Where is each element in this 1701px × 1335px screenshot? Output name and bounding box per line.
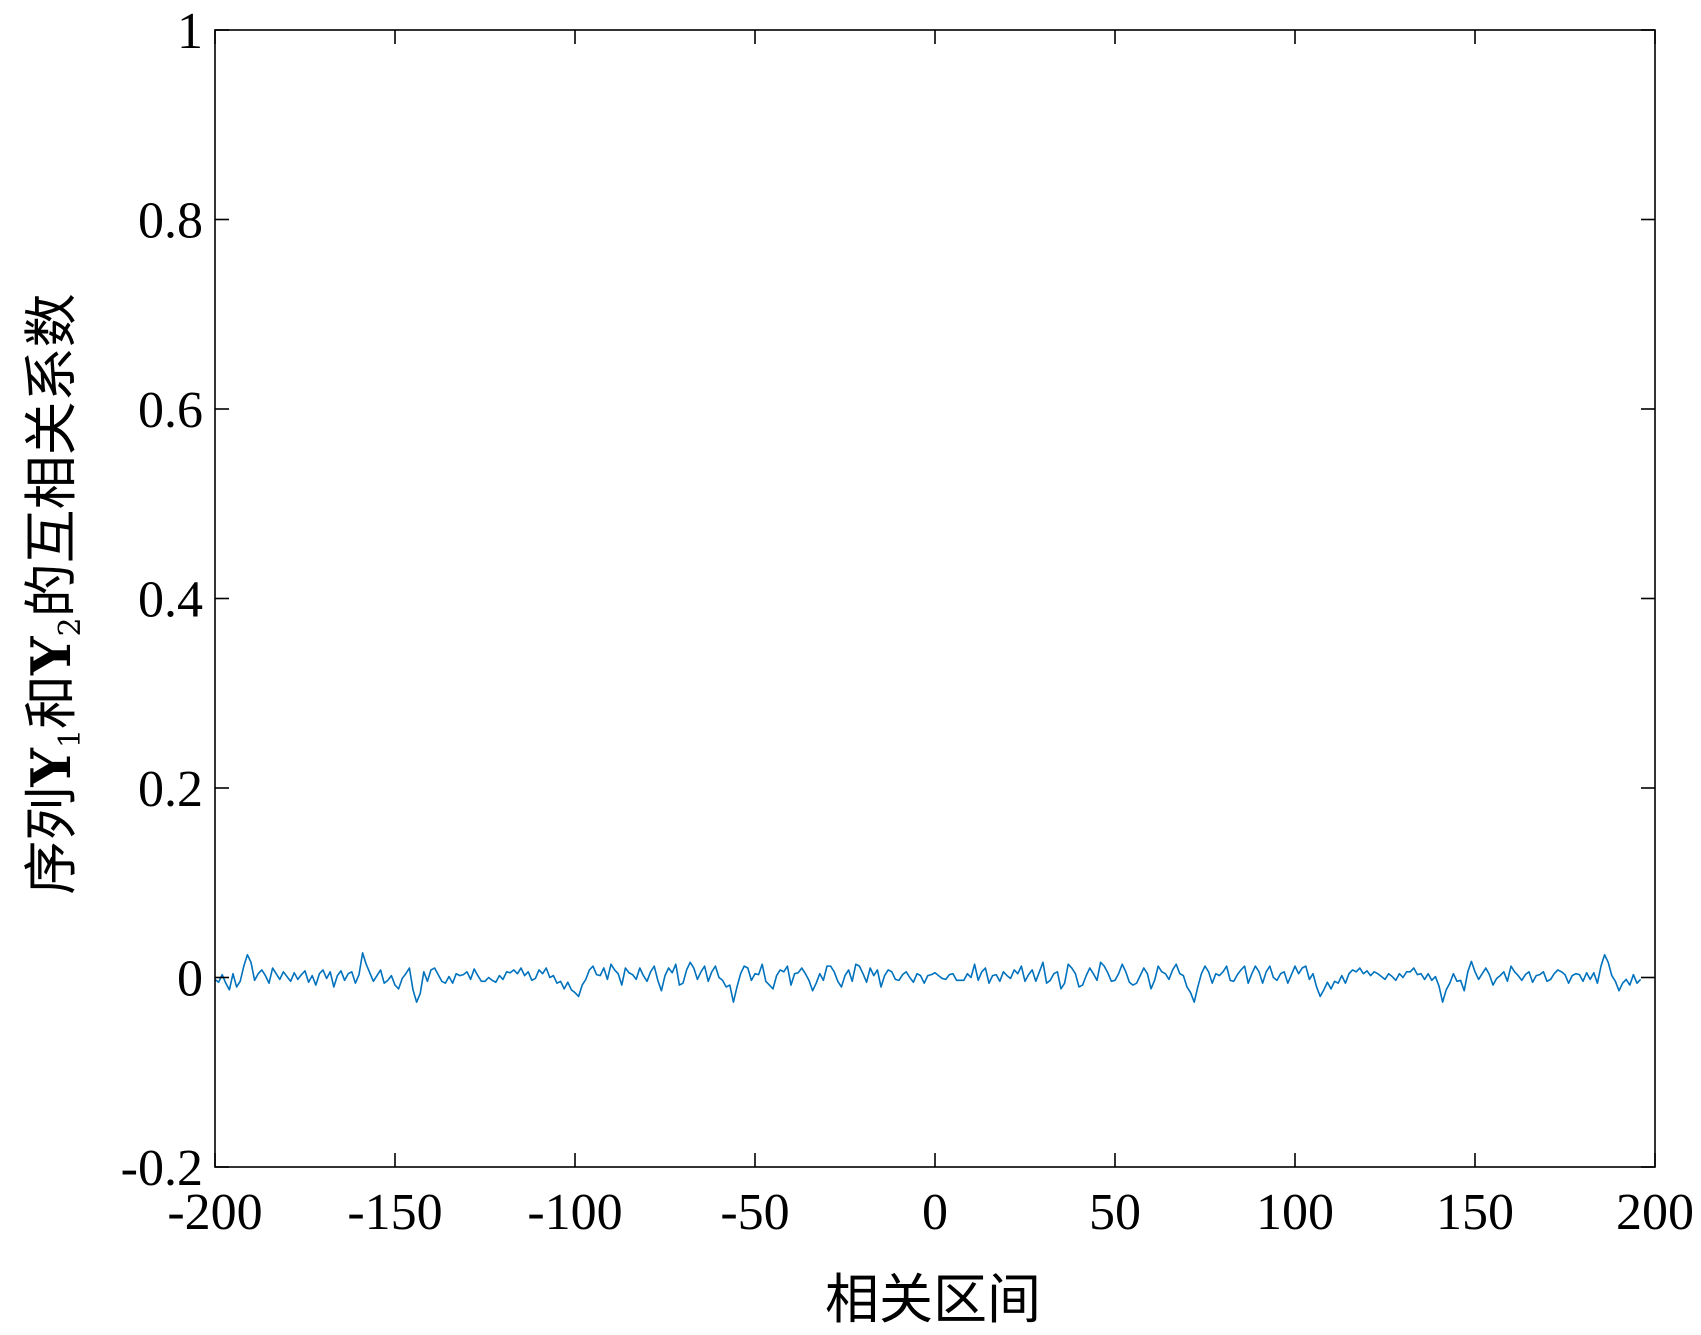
svg-text:序列Y1和Y2的互相关系数: 序列Y1和Y2的互相关系数 bbox=[19, 293, 88, 894]
y-tick-label: 0.4 bbox=[138, 572, 203, 629]
y-axis-title-part-3: 1 bbox=[53, 729, 88, 748]
y-axis-title-part-4: 和 bbox=[20, 675, 83, 729]
y-axis-title-part-5: Y bbox=[19, 635, 83, 676]
x-tick-label: 100 bbox=[1256, 1184, 1334, 1241]
x-tick-label: 150 bbox=[1436, 1184, 1514, 1241]
y-axis-title-part-1: 序列 bbox=[20, 787, 83, 895]
x-tick-label: 50 bbox=[1089, 1184, 1141, 1241]
x-tick-label: 200 bbox=[1616, 1184, 1694, 1241]
x-axis-title: 相关区间 bbox=[825, 1268, 1041, 1331]
plot-frame bbox=[214, 29, 1656, 1168]
y-tick-label: 0.2 bbox=[138, 761, 203, 818]
y-tick-label: 1 bbox=[177, 3, 203, 60]
y-axis-title-part-2: Y bbox=[19, 747, 83, 788]
y-tick-label: 0 bbox=[177, 951, 203, 1008]
x-tick-label: -50 bbox=[720, 1184, 789, 1241]
x-tick-label: 0 bbox=[922, 1184, 948, 1241]
y-axis-title-part-6: 2 bbox=[53, 617, 88, 636]
x-tick-label: -100 bbox=[527, 1184, 622, 1241]
y-axis-title-part-7: 的互相关系数 bbox=[20, 293, 83, 617]
x-tick-label: -200 bbox=[167, 1184, 262, 1241]
x-tick-label: -150 bbox=[347, 1184, 442, 1241]
series-line bbox=[214, 952, 1642, 1003]
y-tick-label: 0.8 bbox=[138, 193, 203, 250]
y-tick-label: -0.2 bbox=[121, 1140, 203, 1197]
y-axis-title: 序列Y1和Y2的互相关系数 bbox=[19, 293, 88, 894]
y-tick-label: 0.6 bbox=[138, 382, 203, 439]
